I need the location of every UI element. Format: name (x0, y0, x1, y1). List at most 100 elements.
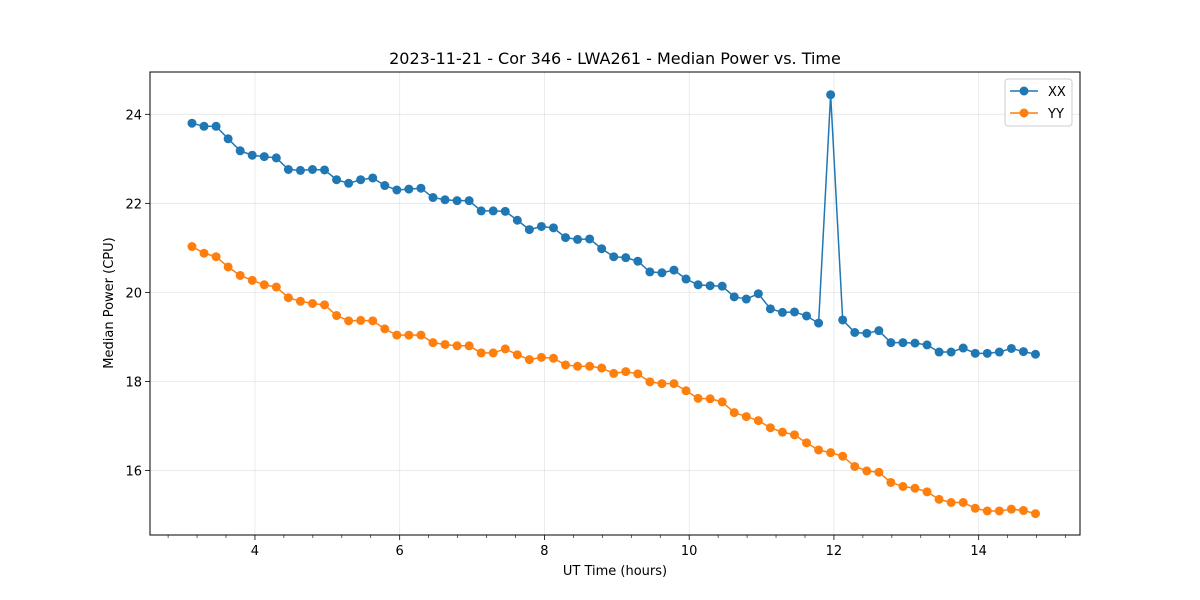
data-point-yy (982, 506, 992, 516)
data-point-xx (585, 234, 595, 244)
data-point-yy (223, 262, 233, 272)
data-point-yy (1018, 506, 1028, 516)
data-point-xx (741, 294, 751, 304)
data-point-yy (946, 498, 956, 507)
data-point-xx (802, 311, 812, 321)
data-point-xx (958, 343, 968, 353)
data-point-yy (994, 506, 1004, 516)
data-point-xx (657, 268, 667, 278)
data-point-yy (247, 275, 257, 285)
series-layer (187, 90, 1040, 519)
data-point-xx (223, 134, 233, 144)
data-point-xx (211, 121, 221, 131)
data-point-xx (452, 196, 462, 206)
chart-title: 2023-11-21 - Cor 346 - LWA261 - Median P… (389, 49, 841, 68)
data-point-xx (235, 146, 245, 156)
data-point-yy (380, 324, 390, 334)
data-point-xx (777, 307, 787, 317)
data-point-xx (982, 348, 992, 358)
data-point-yy (874, 467, 884, 477)
data-point-yy (512, 350, 522, 360)
data-point-yy (741, 412, 751, 422)
data-point-yy (476, 348, 486, 358)
data-point-xx (247, 150, 257, 160)
data-point-xx (368, 173, 378, 183)
data-point-yy (621, 367, 631, 377)
data-point-xx (850, 327, 860, 337)
x-axis-label: UT Time (hours) (563, 564, 667, 579)
data-point-yy (488, 348, 498, 358)
data-point-xx (259, 152, 269, 162)
data-point-yy (368, 316, 378, 326)
y-tick-label: 24 (125, 108, 142, 123)
data-point-yy (464, 341, 474, 351)
data-point-yy (717, 397, 727, 407)
y-tick-label: 18 (125, 375, 142, 390)
data-point-xx (934, 347, 944, 357)
data-point-xx (440, 195, 450, 205)
data-point-xx (561, 233, 571, 243)
data-point-yy (1030, 509, 1040, 519)
y-axis-label: Median Power (CPU) (102, 237, 117, 368)
data-point-yy (777, 427, 787, 437)
data-point-xx (295, 165, 305, 175)
data-point-yy (548, 353, 558, 363)
legend-label-yy: YY (1047, 107, 1064, 122)
data-point-yy (416, 330, 426, 340)
data-point-xx (524, 225, 534, 235)
y-tick-label: 20 (125, 286, 142, 301)
data-point-yy (536, 352, 546, 362)
data-point-yy (765, 423, 775, 433)
data-point-xx (681, 274, 691, 284)
data-point-xx (332, 175, 342, 185)
data-point-yy (862, 466, 872, 476)
data-point-xx (910, 338, 920, 348)
data-point-xx (970, 348, 980, 358)
data-point-yy (633, 369, 643, 379)
data-point-yy (573, 361, 583, 371)
data-point-xx (693, 280, 703, 290)
data-point-xx (404, 184, 414, 194)
data-point-xx (789, 307, 799, 317)
data-point-yy (910, 483, 920, 493)
data-point-xx (464, 196, 474, 206)
data-point-xx (874, 326, 884, 336)
data-point-yy (922, 487, 932, 497)
data-point-yy (753, 416, 763, 426)
y-tick-label: 22 (125, 197, 142, 212)
data-point-xx (862, 328, 872, 338)
data-point-yy (356, 315, 366, 325)
data-point-yy (295, 296, 305, 306)
data-point-yy (283, 293, 293, 303)
data-point-xx (705, 281, 715, 291)
data-point-yy (657, 379, 667, 389)
data-point-yy (307, 299, 317, 308)
data-point-yy (826, 448, 836, 458)
x-tick-label: 8 (540, 544, 548, 559)
data-point-yy (789, 430, 799, 440)
data-point-yy (693, 393, 703, 403)
legend-marker-xx (1019, 86, 1029, 96)
grid (150, 72, 1080, 535)
data-point-yy (271, 282, 281, 292)
data-point-xx (717, 281, 727, 291)
data-point-xx (1018, 347, 1028, 357)
data-point-yy (814, 445, 824, 455)
data-point-xx (946, 347, 956, 357)
data-point-yy (597, 363, 607, 373)
data-point-xx (838, 315, 848, 325)
data-point-yy (187, 242, 197, 252)
data-point-yy (344, 316, 354, 326)
data-point-yy (392, 330, 402, 340)
data-point-yy (850, 461, 860, 471)
data-point-yy (332, 311, 342, 321)
data-point-xx (609, 252, 619, 262)
legend-label-xx: XX (1048, 85, 1066, 100)
data-point-yy (802, 438, 812, 448)
data-point-xx (392, 185, 402, 195)
data-point-xx (886, 338, 896, 348)
data-point-xx (765, 304, 775, 314)
data-point-yy (970, 503, 980, 513)
plot-frame (149, 71, 1081, 536)
